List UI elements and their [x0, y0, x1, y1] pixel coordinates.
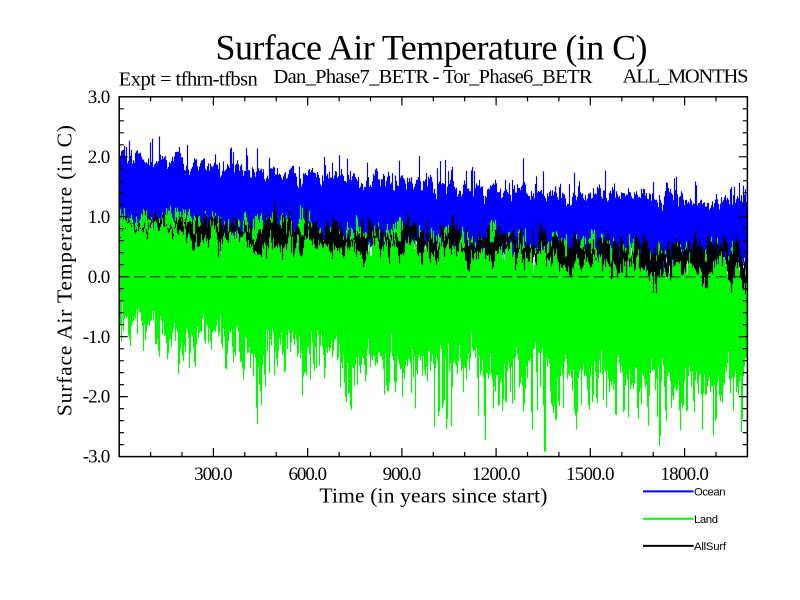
svg-text:1500.0: 1500.0	[566, 464, 615, 485]
svg-text:Dan_Phase7_BETR - Tor_Phase6_B: Dan_Phase7_BETR - Tor_Phase6_BETR	[274, 66, 593, 88]
svg-text:Surface Air Temperature (in C): Surface Air Temperature (in C)	[216, 27, 648, 67]
svg-text:Surface Air Temperature (in C): Surface Air Temperature (in C)	[53, 125, 77, 416]
svg-text:Land: Land	[694, 514, 718, 526]
svg-text:1.0: 1.0	[88, 207, 111, 228]
svg-text:1200.0: 1200.0	[472, 464, 520, 485]
svg-text:0.0: 0.0	[88, 267, 111, 288]
svg-text:AllSurf: AllSurf	[694, 541, 727, 553]
svg-text:1800.0: 1800.0	[660, 464, 709, 485]
svg-text:Ocean: Ocean	[694, 487, 726, 499]
svg-text:-3.0: -3.0	[83, 447, 111, 468]
svg-text:300.0: 300.0	[194, 464, 233, 485]
svg-text:-1.0: -1.0	[83, 327, 111, 348]
svg-text:-2.0: -2.0	[83, 387, 111, 408]
svg-text:3.0: 3.0	[88, 87, 111, 108]
svg-text:600.0: 600.0	[288, 464, 327, 485]
svg-text:Time (in years since start): Time (in years since start)	[319, 483, 547, 507]
svg-text:ALL_MONTHS: ALL_MONTHS	[623, 66, 749, 88]
svg-text:2.0: 2.0	[88, 147, 111, 168]
svg-text:900.0: 900.0	[383, 464, 422, 485]
svg-text:Expt = tfhrn-tfbsn: Expt = tfhrn-tfbsn	[119, 69, 258, 91]
